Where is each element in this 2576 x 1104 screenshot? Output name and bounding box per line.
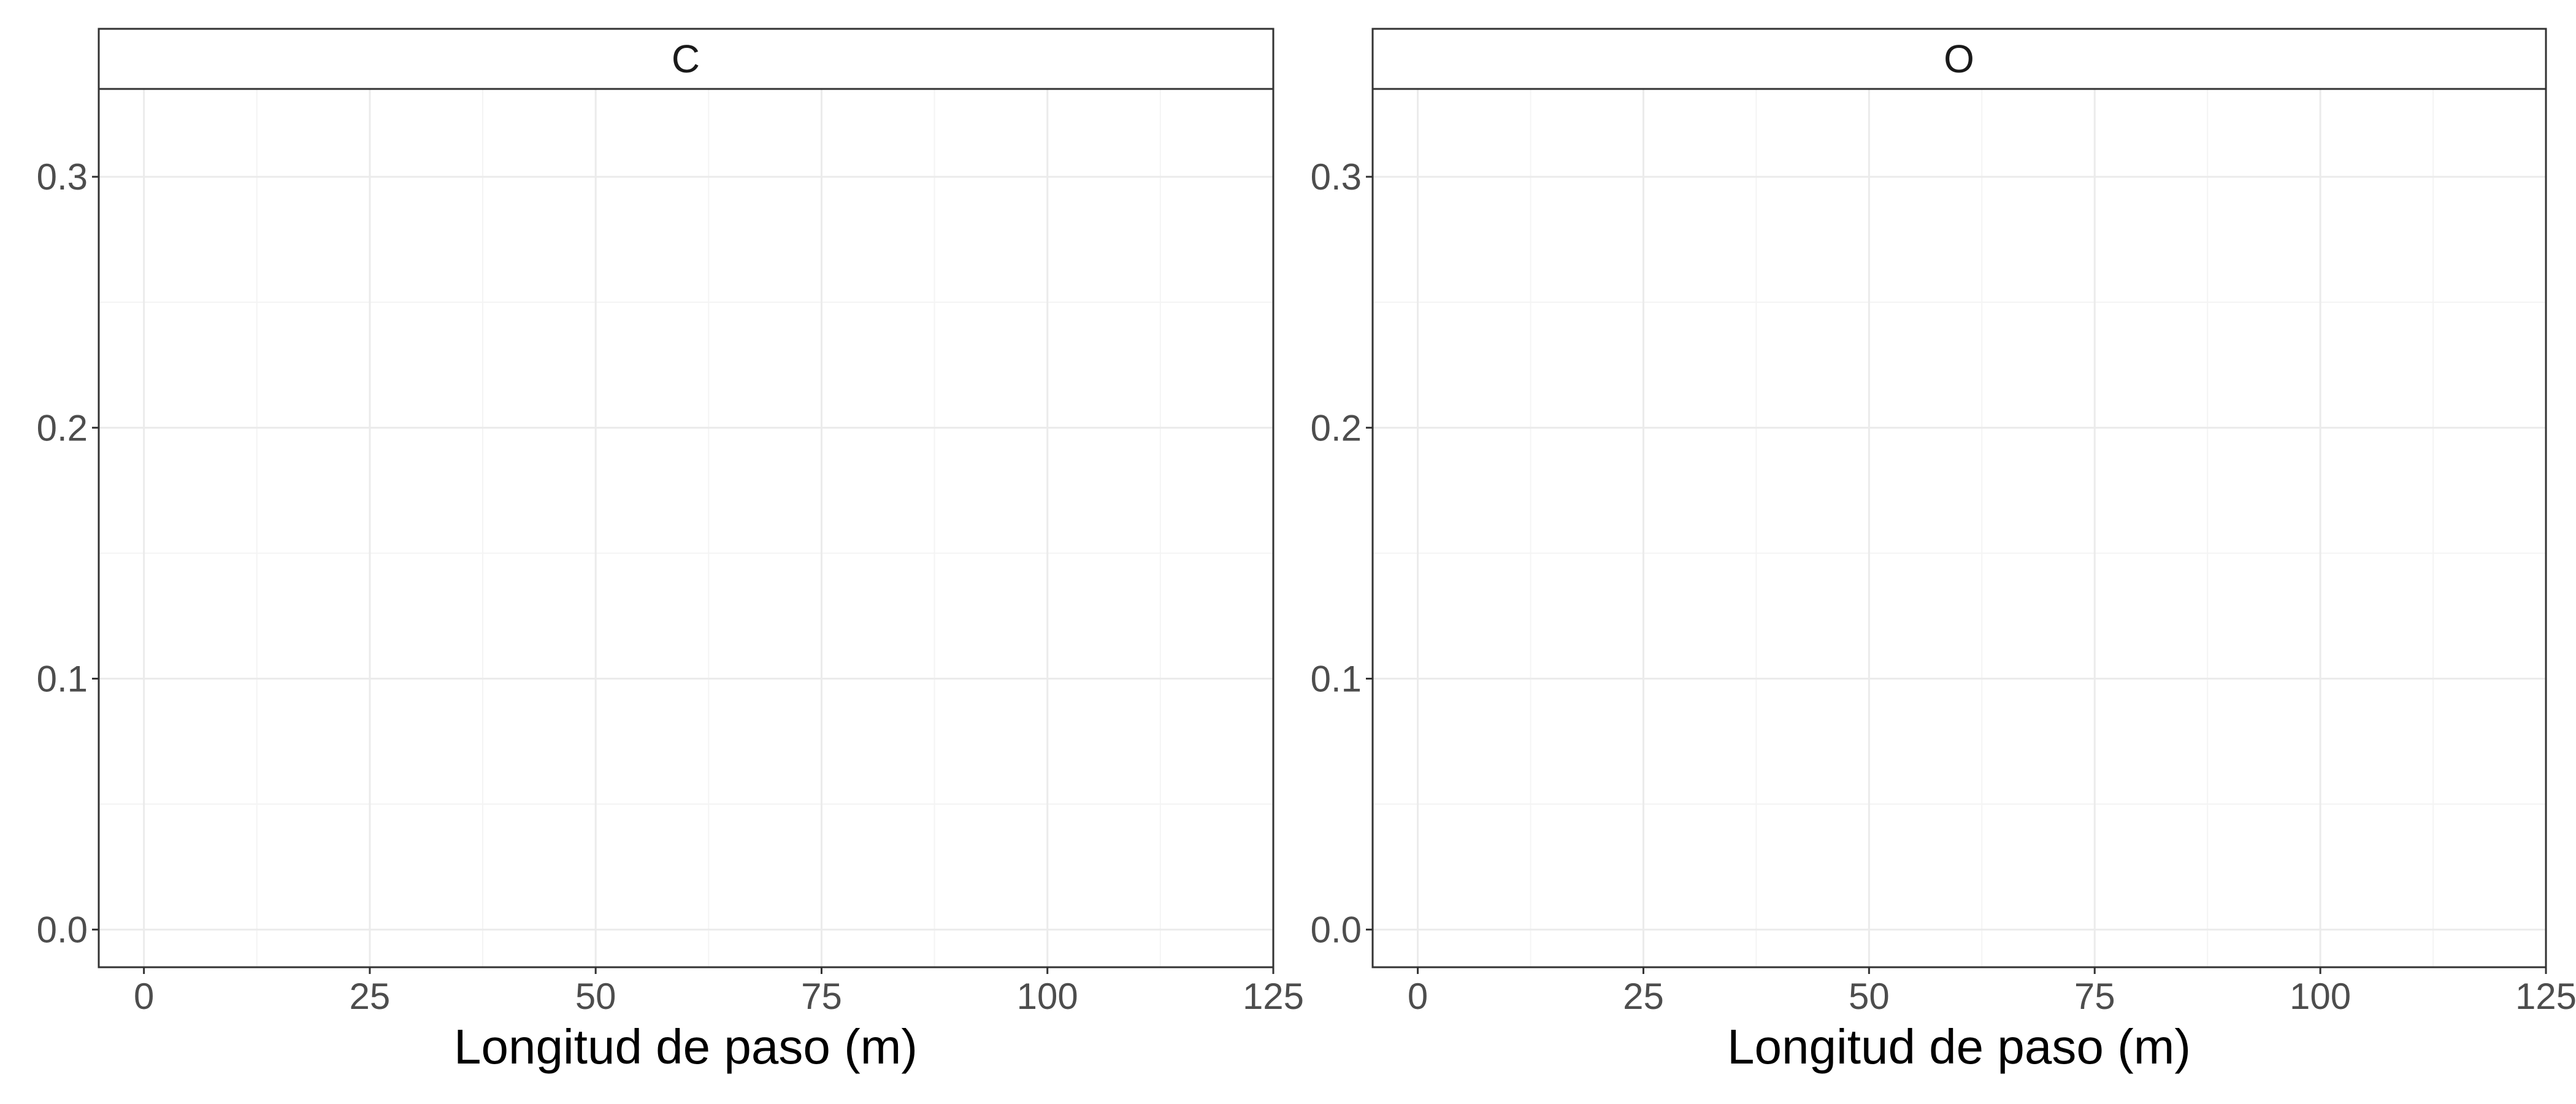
x-tick-label: 25 — [350, 976, 391, 1017]
strip-o — [1371, 28, 2547, 90]
x-tick-label: 100 — [2290, 976, 2351, 1017]
x-tick-label: 125 — [1243, 976, 1304, 1017]
strip-label-c: C — [672, 37, 700, 81]
y-ticks-c: 0.0 0.1 0.2 0.3 — [37, 156, 99, 951]
y-tick-label: 0.3 — [1311, 156, 1362, 197]
grid-major-o — [1373, 89, 2546, 967]
x-ticks-o: 0 25 50 75 100 125 — [1408, 967, 2576, 1017]
x-axis-title-o: Longitud de paso (m) — [1727, 1019, 2191, 1074]
y-tick-label: 0.2 — [1311, 407, 1362, 448]
grid-minor-o — [1373, 89, 2546, 967]
x-tick-label: 75 — [801, 976, 842, 1017]
strip-c — [98, 28, 1275, 90]
y-tick-label: 0.0 — [1311, 910, 1362, 951]
x-tick-label: 0 — [1408, 976, 1428, 1017]
x-tick-label: 50 — [1849, 976, 1890, 1017]
x-tick-label: 125 — [2515, 976, 2576, 1017]
y-tick-label: 0.2 — [37, 407, 88, 448]
y-ticks-o: 0.0 0.1 0.2 0.3 — [1311, 156, 1373, 951]
facet-panel-c: C 0.0 0.1 0.2 0.3 0 25 50 75 100 125 Longitud de… — [37, 28, 1304, 1074]
grid-major-c — [99, 89, 1273, 967]
y-tick-label: 0.3 — [37, 156, 88, 197]
x-axis-title-c: Longitud de paso (m) — [454, 1019, 918, 1074]
grid-minor-c — [99, 89, 1273, 967]
x-tick-label: 50 — [575, 976, 616, 1017]
x-tick-label: 75 — [2074, 976, 2115, 1017]
x-tick-label: 100 — [1017, 976, 1078, 1017]
x-tick-label: 0 — [134, 976, 154, 1017]
facet-panel-o: O 0.0 0.1 0.2 0.3 0 25 50 75 100 125 Longitud de… — [1311, 28, 2576, 1074]
y-tick-label: 0.0 — [37, 910, 88, 951]
y-tick-label: 0.1 — [1311, 658, 1362, 699]
y-tick-label: 0.1 — [37, 658, 88, 699]
x-tick-label: 25 — [1623, 976, 1664, 1017]
x-ticks-c: 0 25 50 75 100 125 — [134, 967, 1304, 1017]
strip-label-o: O — [1944, 37, 1974, 81]
